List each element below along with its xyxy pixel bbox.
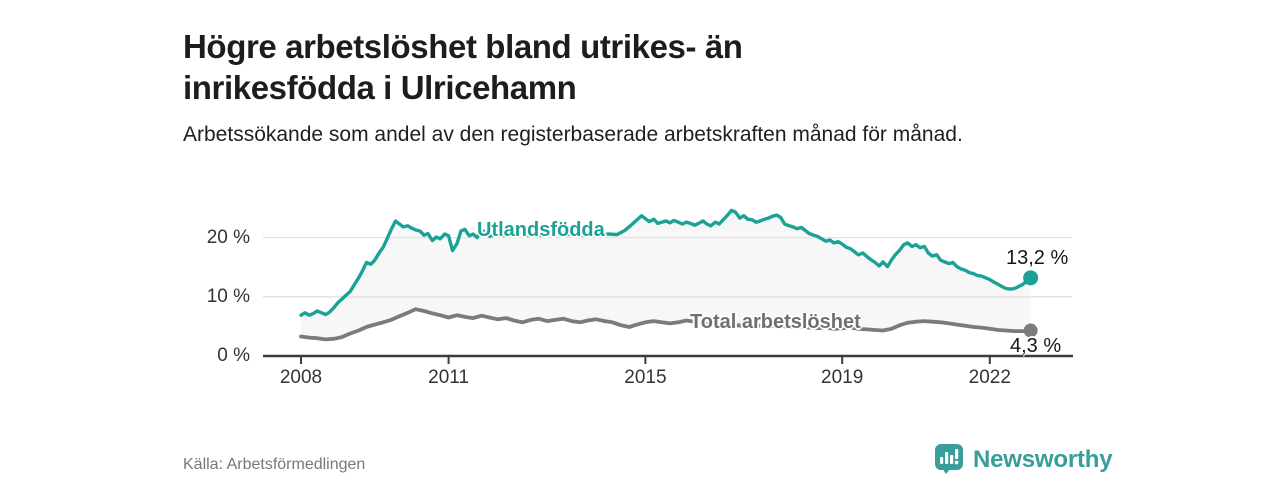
y-tick-label: 10 % [206,285,250,307]
page-title: Högre arbetslöshet bland utrikes- än inr… [183,28,743,107]
series-label-utlandsfodda: Utlandsfödda [477,219,605,241]
x-tick-label: 2011 [428,367,470,388]
x-tick-label: 2022 [968,367,1011,388]
x-tick-label: 2008 [279,367,323,388]
x-axis-tick-marks [300,357,991,364]
newsworthy-logo[interactable]: Newsworthy [934,443,1113,477]
y-tick-label: 20 % [206,226,250,248]
series-label-total-arbetsloshet: Total arbetslöshet [690,311,861,333]
end-value-label-total: 4,3 % [1010,335,1062,357]
gridlines [263,236,1072,298]
brand-wordmark: Newsworthy [973,446,1113,473]
y-tick-label: 0 % [217,345,250,366]
end-value-label-utlandsfodda: 13,2 % [1006,247,1069,269]
x-tick-label: 2015 [624,367,667,388]
series-utlandsfodda-line [299,208,1033,317]
band-fill-between-series [301,210,1031,340]
end-dot-utlandsfodda [1023,270,1039,286]
bar-chart-speech-bubble-icon [935,444,963,474]
series-total-line [299,307,1033,342]
source-attribution: Källa: Arbetsförmedlingen [183,456,366,473]
end-dot-total [1023,323,1038,338]
x-tick-label: 2019 [821,367,864,388]
page-subtitle: Arbetssökande som andel av den registerb… [183,123,963,146]
